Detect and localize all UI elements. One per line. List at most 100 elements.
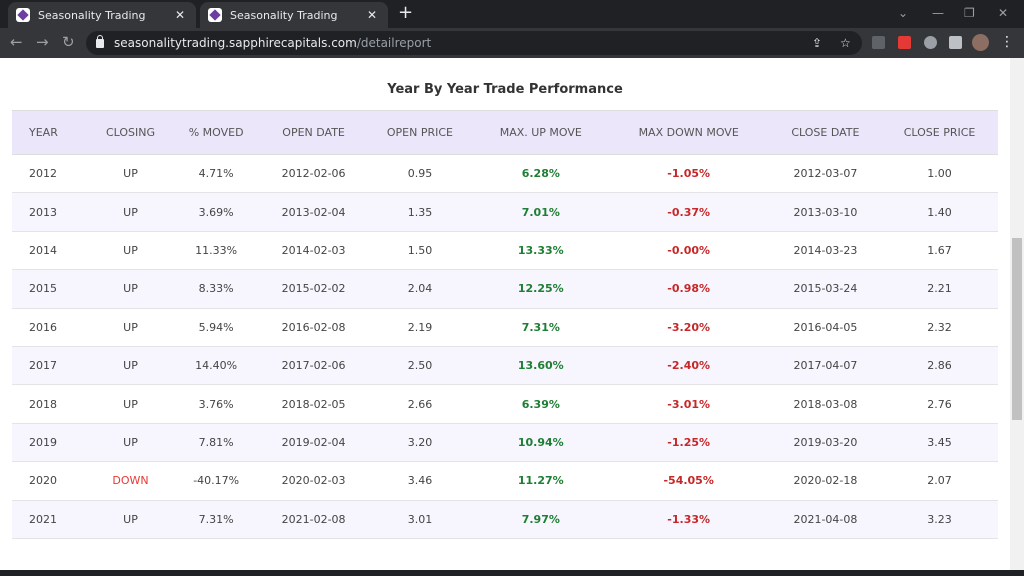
close-date-cell: 2013-03-10: [793, 205, 858, 219]
close-date-cell: 2012-03-07: [793, 167, 858, 181]
close-date-cell: 2017-04-07: [793, 359, 858, 373]
year-cell: 2014: [29, 243, 57, 257]
close-date-cell: 2014-03-23: [793, 243, 858, 257]
browser-tab-2[interactable]: Seasonality Trading ✕: [200, 2, 388, 28]
table-row: 2014 UP 11.33% 2014-02-03 1.50 13.33% -0.00% 20…: [12, 231, 998, 270]
open-price-cell: 0.95: [407, 167, 433, 181]
max-up-cell: 6.39%: [521, 397, 560, 411]
close-price-cell: 3.23: [927, 512, 952, 526]
closing-cell: UP: [123, 205, 138, 219]
year-cell: 2017: [29, 359, 57, 373]
table-row: 2018 UP 3.76% 2018-02-05 2.66 6.39% -3.01% 2018…: [12, 385, 998, 424]
max-down-cell: -54.05%: [663, 474, 714, 488]
close-icon[interactable]: ✕: [174, 8, 186, 22]
year-cell: 2013: [29, 205, 57, 219]
year-cell: 2015: [29, 282, 57, 296]
scrollbar-thumb[interactable]: [1012, 238, 1022, 420]
open-date-cell: 2014-02-03: [281, 243, 346, 257]
max-down-cell: -0.37%: [667, 205, 711, 219]
open-price-cell: 2.66: [407, 397, 433, 411]
taskbar-edge: [0, 570, 1024, 576]
bookmark-star-icon[interactable]: ☆: [840, 36, 851, 50]
max-up-cell: 13.60%: [517, 359, 564, 373]
avatar[interactable]: [972, 34, 989, 51]
table-header-row: YEAR CLOSING % MOVED OPEN DATE OPEN PRIC…: [12, 110, 998, 155]
share-icon[interactable]: ⇪: [812, 36, 823, 50]
moved-cell: -40.17%: [193, 474, 240, 488]
close-price-cell: 2.07: [927, 474, 952, 488]
max-up-cell: 7.31%: [521, 320, 560, 334]
year-cell: 2020: [29, 474, 57, 488]
page-content: Year By Year Trade Performance YEAR CLOS…: [0, 58, 1010, 570]
close-price-cell: 2.76: [927, 397, 952, 411]
menu-icon[interactable]: ⋮: [1000, 34, 1014, 50]
max-up-cell: 13.33%: [517, 243, 564, 257]
col-header-open-price: OPEN PRICE: [365, 110, 475, 155]
table-row: 2016 UP 5.94% 2016-02-08 2.19 7.31% -3.20% 2016…: [12, 308, 998, 347]
closing-cell: DOWN: [112, 474, 149, 488]
open-price-cell: 3.01: [407, 512, 433, 526]
browser-tab-1[interactable]: Seasonality Trading ✕: [8, 2, 196, 28]
closing-cell: UP: [123, 435, 138, 449]
close-date-cell: 2019-03-20: [793, 435, 858, 449]
max-up-cell: 10.94%: [517, 435, 564, 449]
open-date-cell: 2016-02-08: [281, 320, 346, 334]
open-price-cell: 1.35: [407, 205, 433, 219]
minimize-icon[interactable]: —: [932, 6, 944, 20]
moved-cell: 7.31%: [198, 512, 234, 526]
closing-cell: UP: [123, 397, 138, 411]
open-price-cell: 3.46: [407, 474, 433, 488]
year-cell: 2021: [29, 512, 57, 526]
max-down-cell: -3.01%: [667, 397, 711, 411]
extension-icon-3[interactable]: [924, 36, 937, 49]
puzzle-icon[interactable]: [949, 36, 962, 49]
col-header-max-up: MAX. UP MOVE: [474, 110, 608, 155]
moved-cell: 5.94%: [198, 320, 234, 334]
table-row: 2020 DOWN -40.17% 2020-02-03 3.46 11.27% -54.0…: [12, 462, 998, 501]
browser-toolbar: ← → ↻ seasonalitytrading.sapphirecapital…: [0, 28, 1024, 58]
closing-cell: UP: [123, 359, 138, 373]
window-close-icon[interactable]: ✕: [998, 6, 1009, 20]
open-price-cell: 3.20: [407, 435, 433, 449]
close-date-cell: 2016-04-05: [793, 320, 858, 334]
new-tab-button[interactable]: +: [398, 2, 414, 23]
col-header-open-date: OPEN DATE: [261, 110, 366, 155]
close-price-cell: 2.32: [927, 320, 952, 334]
max-up-cell: 6.28%: [521, 167, 560, 181]
open-date-cell: 2012-02-06: [281, 167, 346, 181]
back-icon[interactable]: ←: [10, 33, 23, 51]
moved-cell: 3.76%: [198, 397, 234, 411]
lock-icon: [96, 34, 104, 48]
moved-cell: 14.40%: [195, 359, 238, 373]
extension-icon-1[interactable]: [872, 36, 885, 49]
forward-icon[interactable]: →: [36, 33, 49, 51]
close-price-cell: 1.00: [927, 167, 952, 181]
open-date-cell: 2013-02-04: [281, 205, 346, 219]
max-down-cell: -1.25%: [667, 435, 711, 449]
open-price-cell: 2.19: [407, 320, 433, 334]
tab-search-icon[interactable]: ⌄: [898, 6, 909, 20]
max-up-cell: 7.97%: [521, 512, 560, 526]
close-date-cell: 2020-02-18: [793, 474, 858, 488]
open-price-cell: 2.04: [407, 282, 433, 296]
close-icon[interactable]: ✕: [366, 8, 378, 22]
reload-icon[interactable]: ↻: [62, 33, 75, 51]
moved-cell: 3.69%: [198, 205, 234, 219]
restore-icon[interactable]: ❐: [964, 6, 975, 20]
max-up-cell: 11.27%: [517, 474, 564, 488]
open-price-cell: 2.50: [407, 359, 433, 373]
max-down-cell: -0.00%: [667, 243, 711, 257]
closing-cell: UP: [123, 243, 138, 257]
max-down-cell: -1.33%: [667, 512, 711, 526]
open-date-cell: 2015-02-02: [281, 282, 346, 296]
col-header-close-price: CLOSE PRICE: [881, 110, 998, 155]
page-title: Year By Year Trade Performance: [387, 82, 623, 97]
moved-cell: 7.81%: [198, 435, 234, 449]
open-date-cell: 2019-02-04: [281, 435, 346, 449]
extension-icon-2[interactable]: [898, 36, 911, 49]
close-price-cell: 1.67: [927, 243, 952, 257]
url-text: seasonalitytrading.sapphirecapitals.com/…: [114, 36, 432, 50]
max-down-cell: -2.40%: [667, 359, 711, 373]
address-bar[interactable]: seasonalitytrading.sapphirecapitals.com/…: [86, 31, 862, 55]
table-row: 2021 UP 7.31% 2021-02-08 3.01 7.97% -1.33% 2021…: [12, 500, 998, 539]
